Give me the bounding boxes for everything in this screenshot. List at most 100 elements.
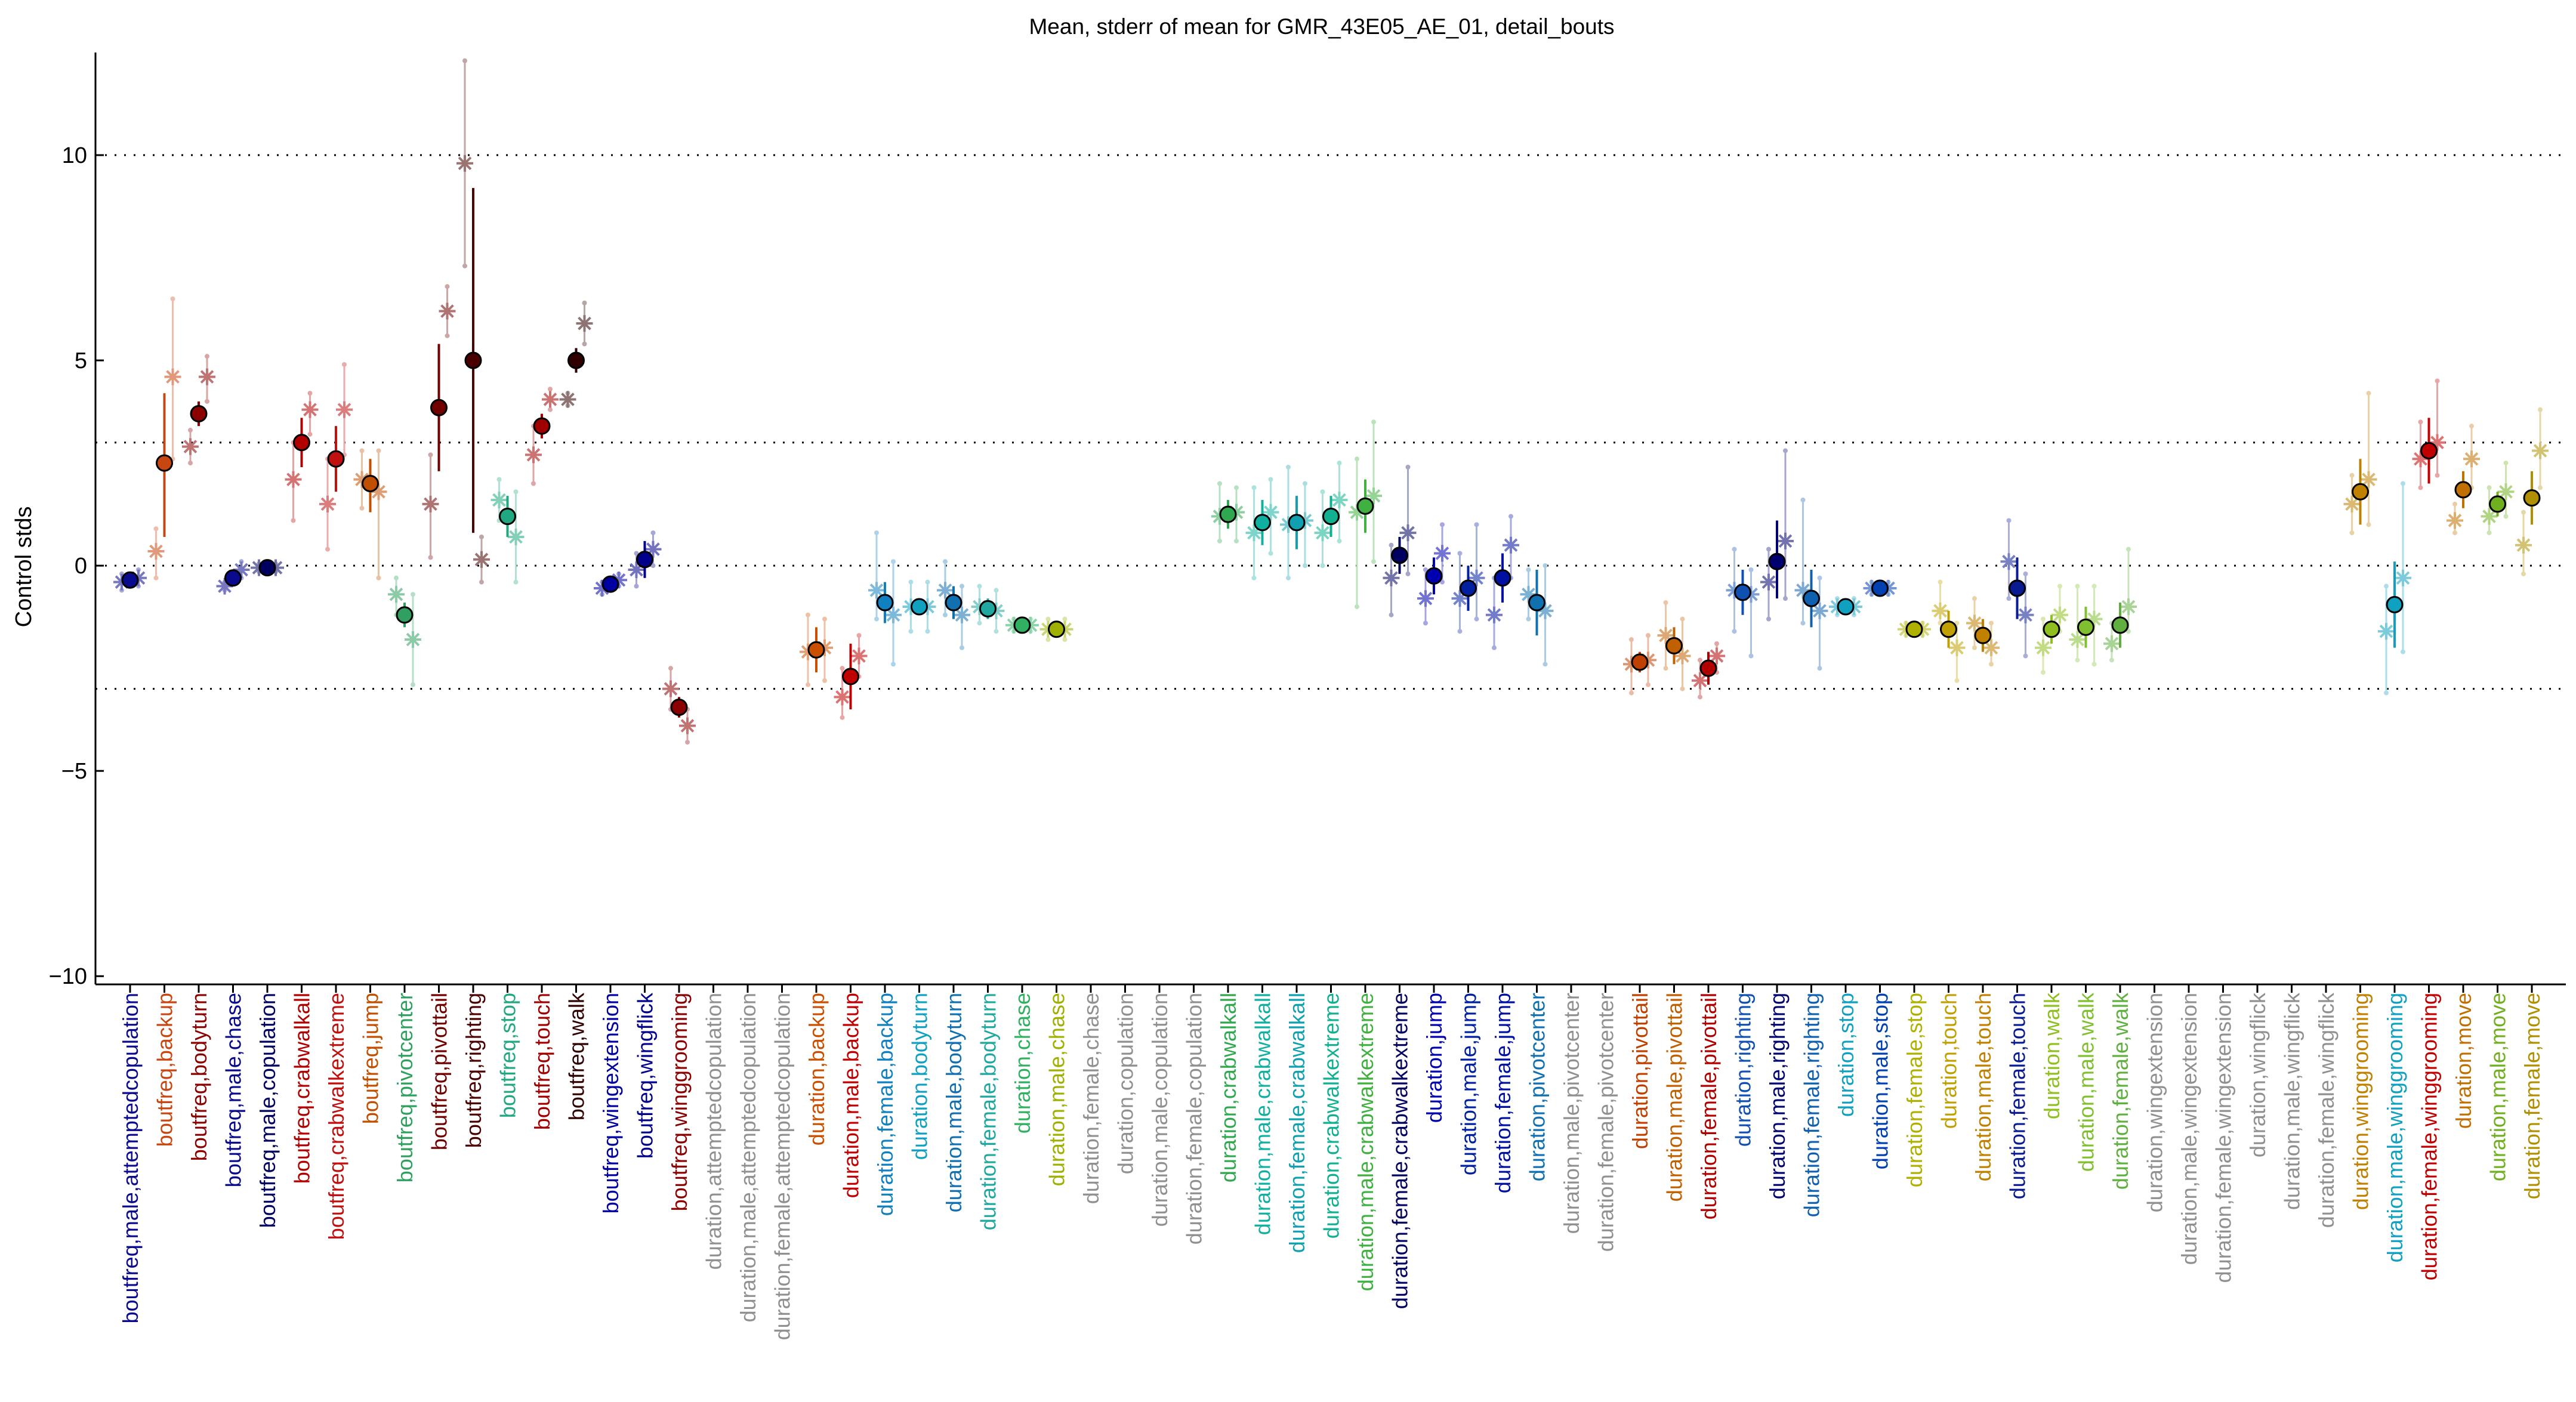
x-category-label: duration,male,attemptedcopulation xyxy=(736,993,760,1322)
sub-mean-asterisk xyxy=(2035,639,2051,656)
mean-point xyxy=(807,641,825,659)
x-category-label: boutfreq,pivotcenter xyxy=(393,993,417,1182)
sub-error-cap xyxy=(1337,538,1342,543)
x-category-label: duration,female,attemptedcopulation xyxy=(770,993,795,1340)
sub-error-cap xyxy=(479,534,484,539)
asterisk-stroke xyxy=(2019,608,2032,622)
mean-point xyxy=(533,417,551,435)
sub-error-cap xyxy=(1629,637,1634,642)
mean-point xyxy=(1460,579,1477,597)
sub-error-cap xyxy=(650,530,656,536)
x-category-label: duration,winggrooming xyxy=(2349,993,2373,1210)
mean-point xyxy=(567,351,585,369)
mean-point xyxy=(1631,653,1649,671)
sub-error-cap xyxy=(325,546,330,552)
x-category-label: boutfreq,crabwalkextreme xyxy=(324,993,348,1240)
x-category-label: duration,female,copulation xyxy=(1182,993,1207,1244)
sub-mean-asterisk xyxy=(2343,495,2361,512)
asterisk-stroke xyxy=(2362,473,2376,486)
sub-error-cap xyxy=(291,518,296,523)
mean-point xyxy=(842,668,859,685)
x-category-label: boutfreq,male,chase xyxy=(221,993,246,1187)
sub-error-cap xyxy=(1303,481,1307,486)
asterisk-stroke xyxy=(1504,538,1518,552)
asterisk-stroke xyxy=(355,473,369,486)
asterisk-stroke xyxy=(680,719,695,733)
sub-mean-asterisk xyxy=(576,315,593,332)
sub-error-cap xyxy=(394,575,399,580)
mean-point xyxy=(1494,569,1511,587)
asterisk-stroke xyxy=(2482,509,2496,523)
x-category-label: duration,wingextension xyxy=(2143,993,2167,1212)
x-category-label: duration,female,wingextension xyxy=(2211,993,2236,1283)
asterisk-stroke xyxy=(1693,674,1707,688)
x-category-label: duration,female,wingflick xyxy=(2314,992,2339,1228)
x-category-label: duration,pivotcenter xyxy=(1525,993,1550,1181)
sub-error-cap xyxy=(2366,391,2371,396)
sub-error-cap xyxy=(2091,662,2097,667)
sub-error-cap xyxy=(1457,629,1463,634)
asterisk-stroke xyxy=(2121,600,2136,614)
mean-point xyxy=(2077,618,2094,636)
sub-error-cap xyxy=(1954,620,1960,626)
mean-point xyxy=(911,598,928,616)
mean-point xyxy=(258,559,276,577)
sub-mean-asterisk xyxy=(319,495,336,512)
x-category-label: duration,male,move xyxy=(2486,993,2510,1181)
sub-error-cap xyxy=(1526,567,1531,573)
asterisk-stroke xyxy=(200,370,214,384)
asterisk-stroke xyxy=(1778,534,1793,548)
sub-error-cap xyxy=(1286,464,1291,470)
sub-mean-asterisk xyxy=(1760,573,1777,591)
x-tick-labels: boutfreq,male,attemptedcopulation boutfre… xyxy=(118,984,2544,1340)
sub-error-cap xyxy=(668,666,673,671)
mean-point xyxy=(1803,589,1820,607)
sub-error-cap xyxy=(2418,419,2423,425)
x-category-label: duration,female,chase xyxy=(1079,993,1103,1204)
sub-mean-asterisk xyxy=(885,606,902,623)
sub-error-cap xyxy=(1972,645,1977,650)
asterisk-stroke xyxy=(1538,604,1552,618)
asterisk-stroke xyxy=(835,690,849,704)
mean-point xyxy=(1905,620,1923,638)
mean-point xyxy=(2489,495,2506,513)
x-category-label: duration,female,stop xyxy=(1902,993,1927,1187)
sub-error-cap xyxy=(513,489,519,495)
sub-mean-asterisk xyxy=(405,631,421,648)
sub-error-cap xyxy=(960,583,964,589)
reference-lines xyxy=(95,154,2566,690)
sub-mean-asterisk xyxy=(336,401,353,418)
sub-mean-asterisk xyxy=(1503,536,1519,554)
x-category-label: duration,male,righting xyxy=(1765,993,1790,1199)
sub-error-cap xyxy=(1405,571,1411,576)
mean-point xyxy=(293,434,310,452)
sub-mean-asterisk xyxy=(301,401,319,418)
sub-error-cap xyxy=(428,452,433,458)
x-category-label: duration,male,pivotcenter xyxy=(1559,993,1584,1234)
asterisk-stroke xyxy=(440,304,454,318)
sub-error-cap xyxy=(2521,571,2526,576)
sub-error-cap xyxy=(376,575,381,580)
sub-error-cap xyxy=(1646,682,1651,687)
x-category-label: duration,wingflick xyxy=(2245,992,2270,1157)
asterisk-stroke xyxy=(320,497,335,511)
sub-error-cap xyxy=(2486,530,2492,536)
y-tick-label: 5 xyxy=(75,348,87,373)
sub-error-cap xyxy=(2349,473,2355,478)
sub-error-cap xyxy=(874,530,879,536)
sub-error-cap xyxy=(2041,670,2046,675)
asterisk-stroke xyxy=(1316,526,1329,540)
sub-error-cap xyxy=(2486,485,2492,490)
sub-mean-asterisk xyxy=(2103,635,2120,652)
sub-error-cap xyxy=(1474,616,1479,622)
sub-mean-asterisk xyxy=(490,492,508,509)
sub-error-cap xyxy=(2503,461,2509,466)
sub-error-cap xyxy=(994,629,999,634)
asterisk-stroke xyxy=(1418,591,1433,606)
mean-point xyxy=(1391,546,1408,564)
sub-error-cap xyxy=(1817,666,1822,671)
sub-error-cap xyxy=(1766,616,1771,622)
mean-point xyxy=(1940,620,1957,638)
sub-mean-asterisk xyxy=(2069,631,2086,648)
sub-error-cap xyxy=(445,333,450,338)
